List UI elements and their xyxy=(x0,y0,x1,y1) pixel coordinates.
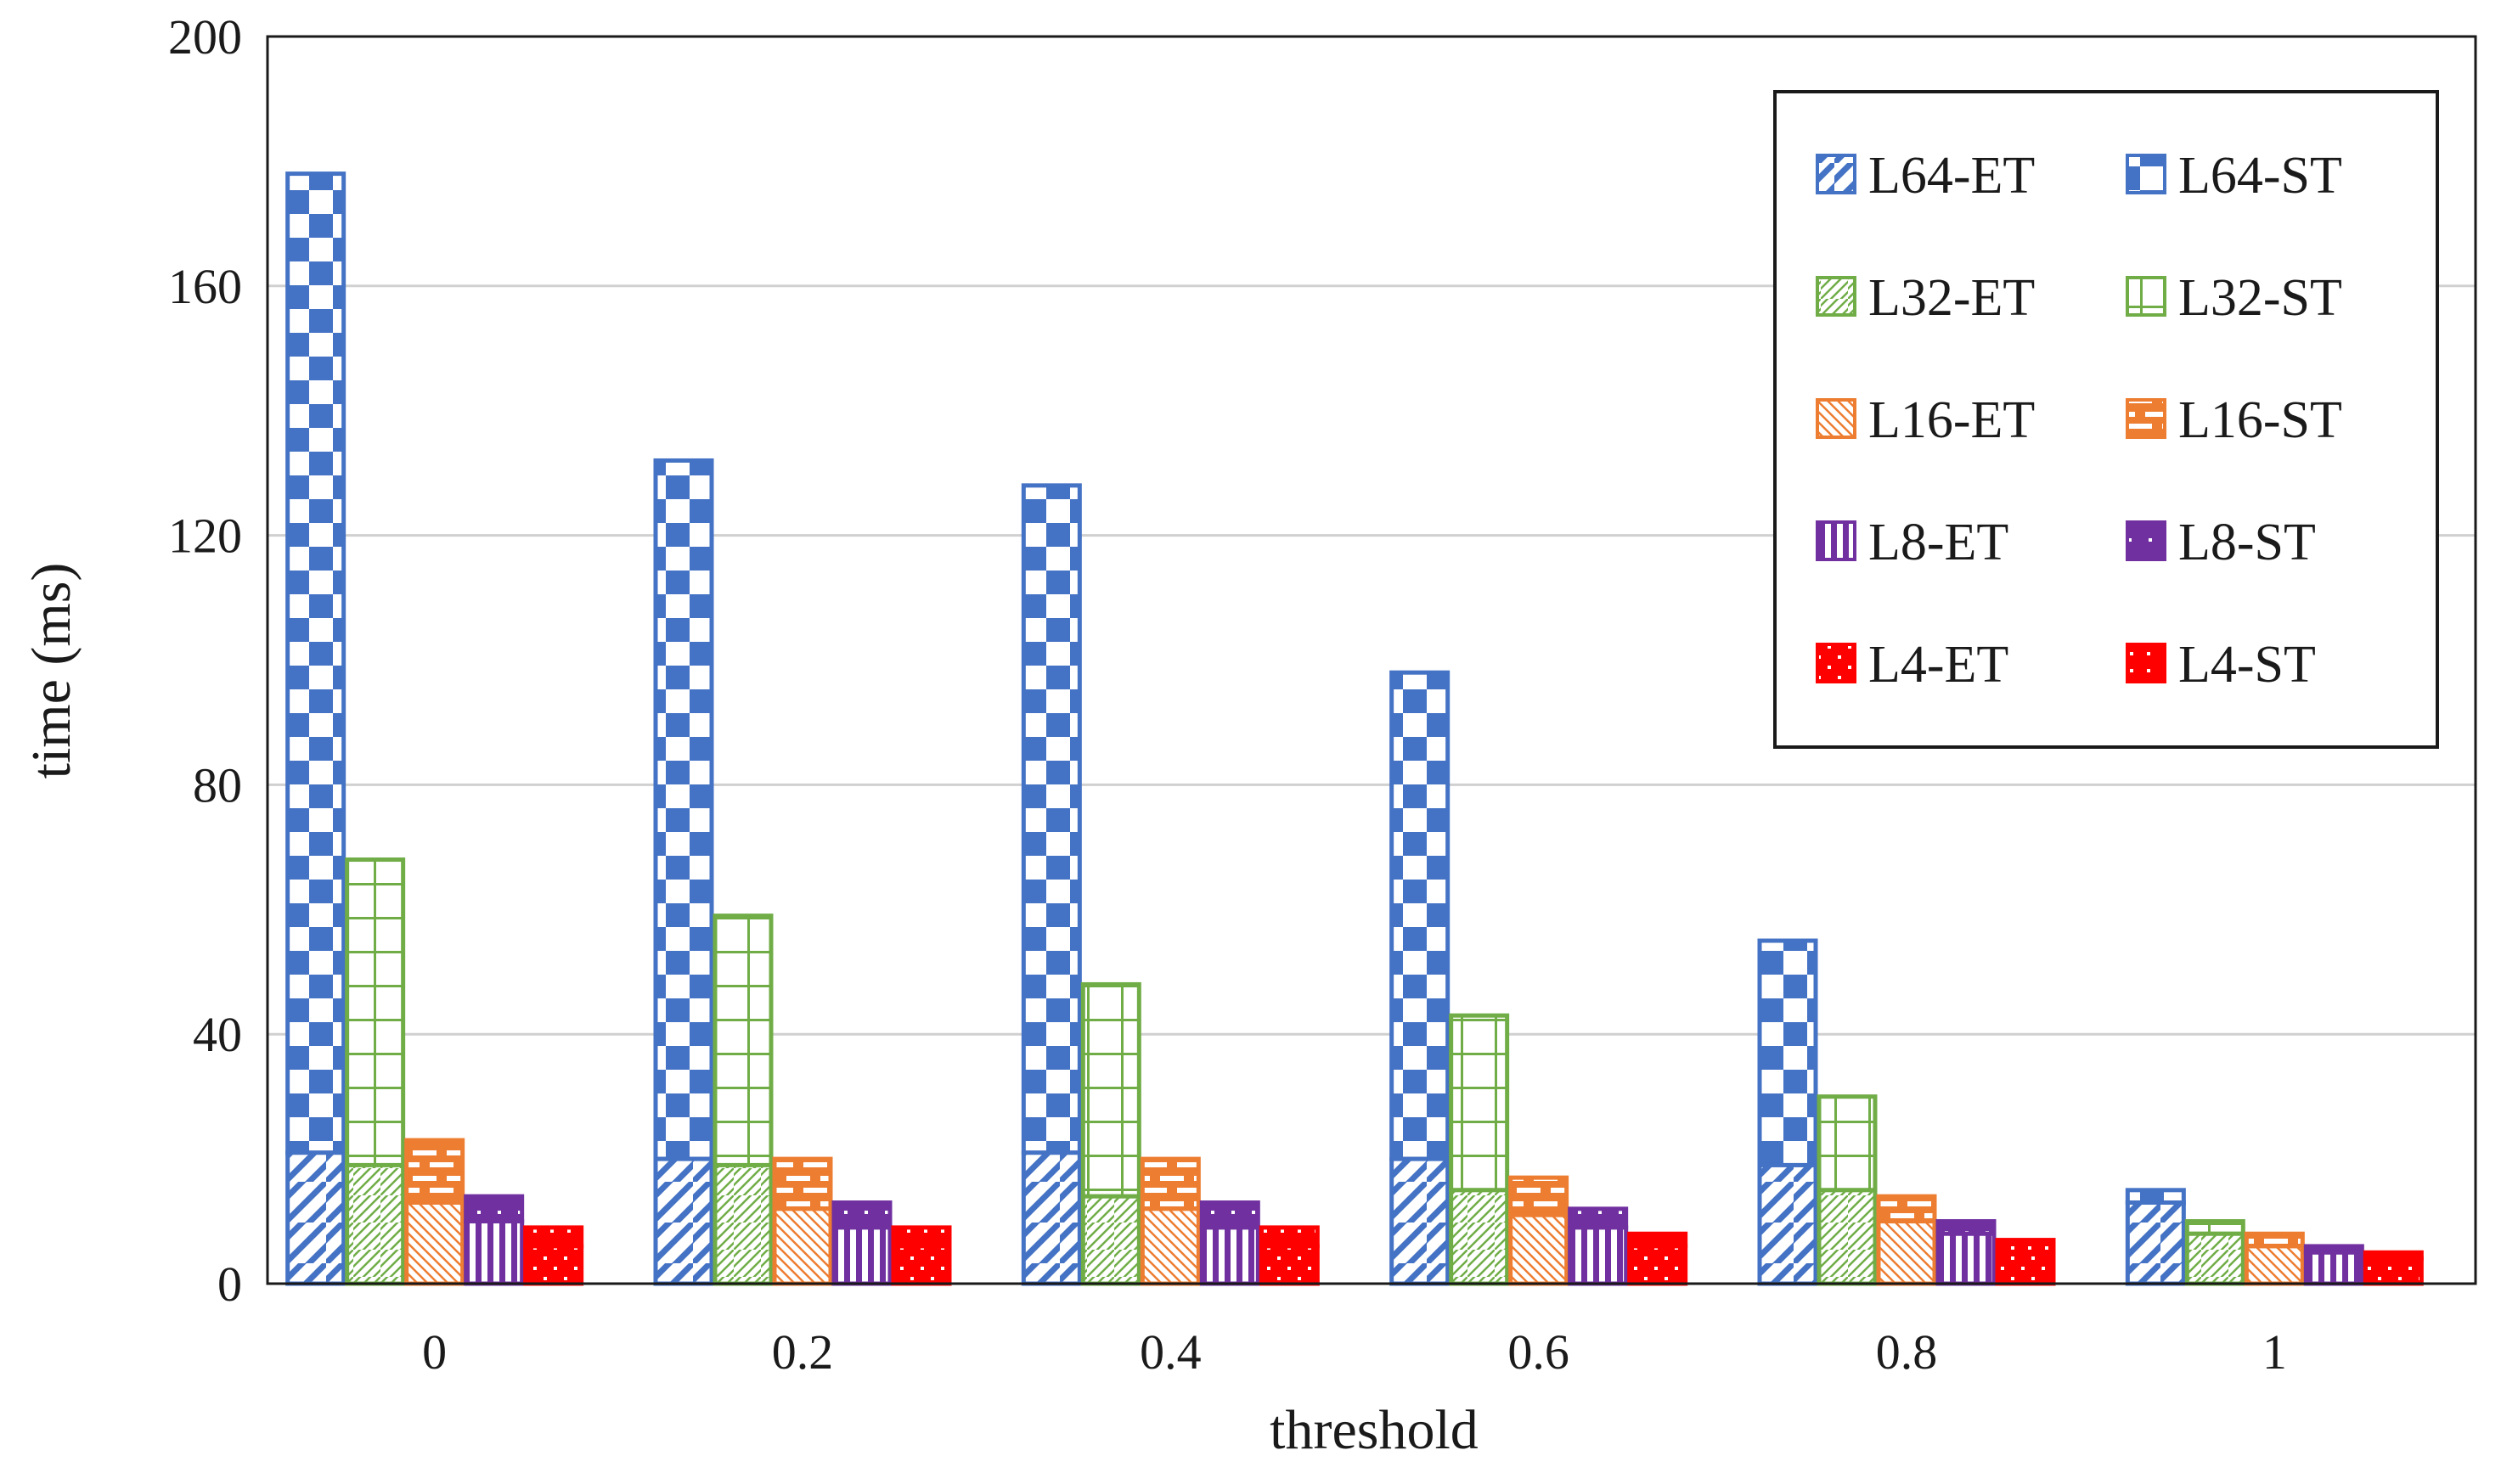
y-tick-label: 0 xyxy=(217,1256,242,1312)
bar-l8-et-0.6 xyxy=(1568,1225,1629,1286)
bar-l64-st-0.4 xyxy=(1021,483,1082,1155)
bar-l16-st-0.4 xyxy=(1140,1156,1201,1211)
x-tick-label: 0 xyxy=(422,1324,447,1380)
bar-l8-et-0.4 xyxy=(1199,1225,1260,1286)
legend-label-l32-et: L32-ET xyxy=(1868,269,2035,327)
legend-box xyxy=(1773,90,2439,749)
bar-l16-st-0.6 xyxy=(1508,1175,1569,1217)
bar-l8-et-0.8 xyxy=(1935,1231,1997,1286)
x-tick-label: 0.4 xyxy=(1140,1324,1202,1380)
bar-l64-et-0 xyxy=(285,1150,346,1286)
bar-l32-et-0.6 xyxy=(1449,1188,1510,1286)
bar-l4-et-0.8 xyxy=(1995,1250,2056,1286)
bar-l64-et-0.8 xyxy=(1757,1162,1818,1286)
bar-l16-st-0.2 xyxy=(772,1156,833,1211)
legend-swatch-l64-st xyxy=(2126,154,2166,194)
legend-swatch-l8-st xyxy=(2126,520,2166,561)
plot-frame xyxy=(266,35,2477,1285)
legend-swatch-l4-et xyxy=(1816,643,1856,683)
bars xyxy=(285,171,2424,1286)
legend-swatch-l32-et xyxy=(1816,276,1856,317)
legend-label-l4-et: L4-ET xyxy=(1868,636,2008,694)
bar-l4-st-0 xyxy=(523,1225,584,1249)
bar-l8-et-1 xyxy=(2303,1250,2364,1286)
bar-l4-et-1 xyxy=(2363,1256,2424,1286)
bar-l16-st-0 xyxy=(404,1138,465,1206)
bar-l32-st-0.4 xyxy=(1080,981,1141,1199)
bar-l32-st-0.6 xyxy=(1449,1013,1510,1193)
bar-l8-st-0.2 xyxy=(831,1200,893,1230)
bar-l4-st-0.4 xyxy=(1259,1225,1320,1249)
legend-swatch-l32-st xyxy=(2126,276,2166,317)
y-tick-label: 80 xyxy=(193,757,242,812)
bar-l4-et-0.6 xyxy=(1627,1244,1688,1286)
bar-l4-et-0 xyxy=(523,1244,584,1286)
x-axis-title: threshold xyxy=(1270,1399,1479,1461)
tick-labels: 0 40 80 120 160 200 0 0.2 0.4 0.6 0.8 1 xyxy=(168,9,2287,1380)
bar-l64-st-0 xyxy=(285,171,346,1155)
bar-l32-st-0 xyxy=(345,857,406,1167)
bar-l4-et-0.2 xyxy=(891,1244,952,1286)
legend-label-l8-et: L8-ET xyxy=(1868,514,2008,571)
legend-label-l32-st: L32-ST xyxy=(2178,269,2342,327)
x-tick-label: 0.8 xyxy=(1876,1324,1938,1380)
bar-l16-et-0.6 xyxy=(1508,1212,1569,1286)
legend-swatch-l4-st xyxy=(2126,643,2166,683)
legend-swatch-l8-et xyxy=(1816,520,1856,561)
bar-l32-et-0.4 xyxy=(1080,1194,1141,1286)
legend-label-l8-st: L8-ST xyxy=(2178,514,2316,571)
y-axis-title: time (ms) xyxy=(20,563,82,779)
bar-l16-et-0 xyxy=(404,1200,465,1286)
bar-l8-st-0.4 xyxy=(1199,1200,1260,1230)
legend-label-l64-st: L64-ST xyxy=(2178,147,2342,205)
bar-l16-et-0.4 xyxy=(1140,1206,1201,1286)
bar-l8-st-0 xyxy=(464,1194,525,1224)
x-tick-label: 0.2 xyxy=(772,1324,834,1380)
bar-l16-et-1 xyxy=(2244,1244,2305,1286)
bar-l16-et-0.2 xyxy=(772,1206,833,1286)
y-tick-label: 200 xyxy=(168,9,242,65)
bar-l32-et-0.8 xyxy=(1817,1188,1878,1286)
bar-l8-et-0 xyxy=(464,1219,525,1286)
y-tick-label: 160 xyxy=(168,259,242,314)
bar-l8-et-0.2 xyxy=(831,1225,893,1286)
legend-label-l16-st: L16-ST xyxy=(2178,391,2342,449)
bar-l64-et-0.4 xyxy=(1021,1150,1082,1286)
bar-l64-st-0.2 xyxy=(653,458,714,1161)
bar-l32-st-0.2 xyxy=(713,913,774,1167)
bar-l4-st-0.2 xyxy=(891,1225,952,1249)
bar-l64-st-0.8 xyxy=(1757,938,1818,1167)
x-tick-label: 0.6 xyxy=(1507,1324,1569,1380)
bar-l64-et-1 xyxy=(2125,1200,2186,1286)
bar-l32-et-0.2 xyxy=(713,1162,774,1286)
bar-l64-st-0.6 xyxy=(1389,670,1451,1161)
bar-l4-et-0.4 xyxy=(1259,1244,1320,1286)
bar-l32-et-1 xyxy=(2184,1231,2245,1286)
legend: L64-ET L64-ST L32-ET L32-ST L16-ET L16-ST L8-E… xyxy=(1773,90,2439,749)
y-tick-label: 120 xyxy=(168,509,242,564)
bar-l8-st-0.6 xyxy=(1568,1206,1629,1230)
bar-l16-st-0.8 xyxy=(1876,1194,1937,1224)
legend-label-l64-et: L64-ET xyxy=(1868,147,2035,205)
x-tick-label: 1 xyxy=(2262,1324,2287,1380)
legend-label-l16-et: L16-ET xyxy=(1868,391,2035,449)
bar-l16-et-0.8 xyxy=(1876,1219,1937,1286)
bar-l32-et-0 xyxy=(345,1162,406,1286)
legend-swatch-l64-et xyxy=(1816,154,1856,194)
legend-label-l4-st: L4-ST xyxy=(2178,636,2316,694)
legend-swatch-l16-et xyxy=(1816,398,1856,439)
bar-l32-st-0.8 xyxy=(1817,1094,1878,1193)
axes xyxy=(266,35,2477,1285)
y-tick-label: 40 xyxy=(193,1007,242,1062)
bar-l64-et-0.2 xyxy=(653,1156,714,1286)
bar-l64-et-0.6 xyxy=(1389,1156,1451,1286)
legend-swatch-l16-st xyxy=(2126,398,2166,439)
